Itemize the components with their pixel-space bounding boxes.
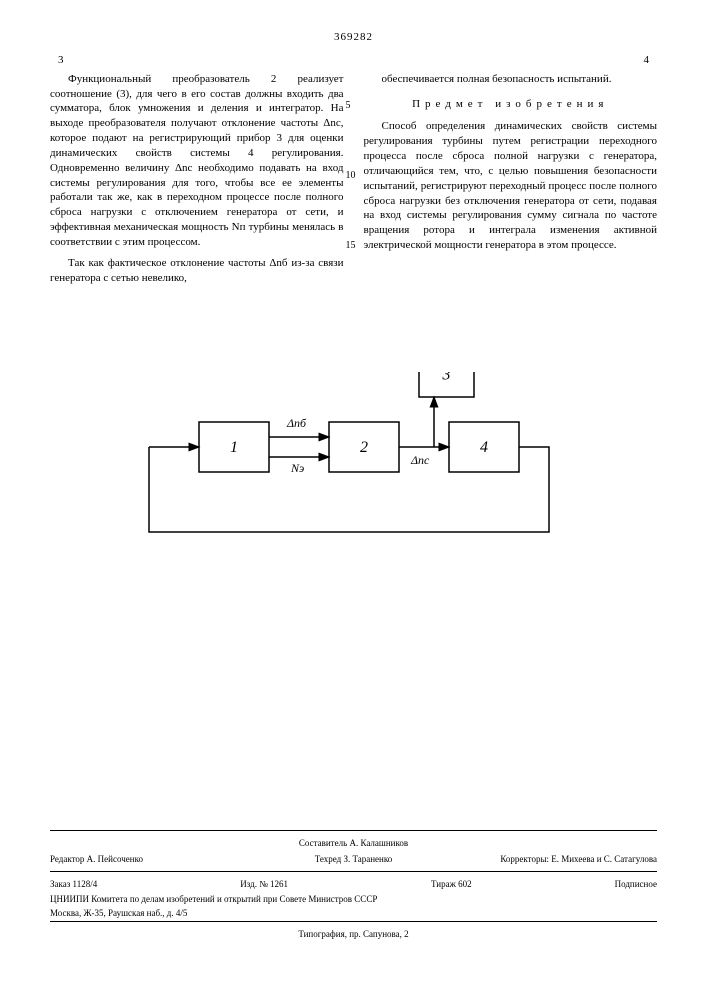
svg-text:Nэ: Nэ [290,461,304,475]
patent-number: 369282 [50,30,657,45]
line-marker-5: 5 [346,99,351,113]
footer-org: ЦНИИПИ Комитета по делам изобретений и о… [50,893,657,905]
footer-print-row: Заказ 1128/4 Изд. № 1261 Тираж 602 Подпи… [50,878,657,890]
footer-izd: Изд. № 1261 [240,878,288,890]
footer-divider-1 [50,830,657,831]
left-column: 3 Функциональный преобразователь 2 реали… [50,53,344,292]
right-column: 4 5 10 15 обеспечивается полная безопасн… [364,53,658,292]
footer-techred: Техред З. Тараненко [252,853,454,865]
text-columns: 3 Функциональный преобразователь 2 реали… [50,53,657,292]
footer-editor: Редактор А. Пейсоченко [50,853,252,865]
line-marker-15: 15 [346,239,356,253]
footer-typography: Типография, пр. Сапунова, 2 [50,928,657,940]
footer: Составитель А. Калашников Редактор А. Пе… [50,830,657,940]
left-para-1: Функциональный преобразователь 2 реализу… [50,72,344,250]
svg-text:1: 1 [230,439,238,456]
svg-text:Δnс: Δnс [410,453,430,467]
svg-text:Δnб: Δnб [286,416,307,430]
right-para-2: Способ определения динамических свойств … [364,119,658,253]
svg-text:2: 2 [360,439,368,456]
subject-title: Предмет изобретения [364,97,658,112]
block-diagram: 1 2 3 4 Δnб Nэ Δnс [50,332,657,612]
left-para-2: Так как фактическое отклонение частоты Δ… [50,256,344,286]
footer-order: Заказ 1128/4 [50,878,97,890]
diagram-svg: 1 2 3 4 Δnб Nэ Δnс [129,372,579,572]
footer-address: Москва, Ж-35, Раушская наб., д. 4/5 [50,907,657,919]
footer-divider-3 [50,921,657,922]
col-num-left: 3 [50,53,344,68]
footer-divider-2 [50,871,657,872]
right-para-1: обеспечивается полная безопасность испыт… [364,72,658,87]
footer-subscription: Подписное [615,878,657,890]
col-num-right: 4 [364,53,658,68]
footer-correctors: Корректоры: Е. Михеева и С. Сатагулова [455,853,657,865]
line-marker-10: 10 [346,169,356,183]
svg-text:3: 3 [441,372,450,384]
svg-text:4: 4 [480,439,488,456]
footer-credits-row: Редактор А. Пейсоченко Техред З. Таранен… [50,853,657,865]
footer-compiler: Составитель А. Калашников [50,837,657,849]
footer-tirage: Тираж 602 [431,878,472,890]
